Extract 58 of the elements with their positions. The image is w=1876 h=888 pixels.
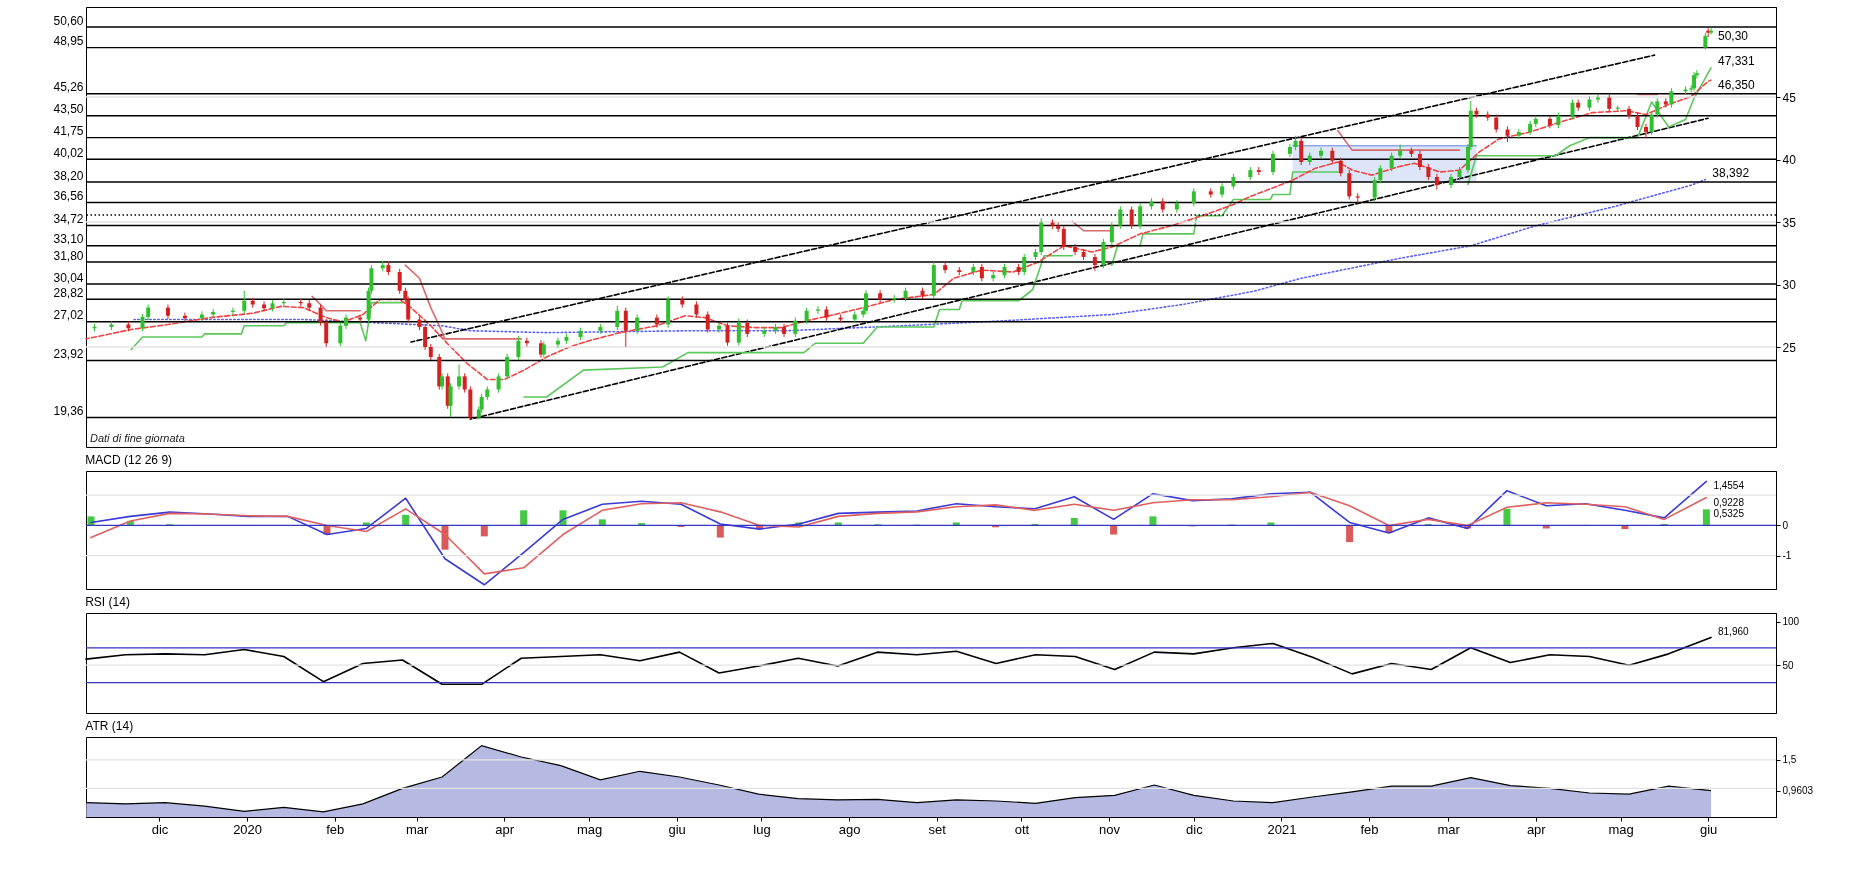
y-tick-label: 100 bbox=[1782, 616, 1800, 628]
x-tick-label: mar bbox=[405, 821, 430, 837]
ref-line-label: 23,92 bbox=[53, 347, 84, 361]
y-tick-label: 1,5 bbox=[1782, 754, 1797, 766]
x-tick-label: apr bbox=[495, 821, 515, 837]
y-tick-label: 40 bbox=[1782, 153, 1797, 167]
x-tick-label: mag bbox=[1608, 821, 1634, 837]
y-tick-label: -1 bbox=[1782, 550, 1792, 562]
x-tick-label: nov bbox=[1099, 821, 1121, 837]
x-tick-label: feb bbox=[326, 821, 345, 837]
x-tick-label: mar bbox=[1437, 821, 1461, 837]
annotation: 1,4554 bbox=[1713, 480, 1745, 492]
ref-line-label: 19,36 bbox=[53, 404, 84, 418]
annotation: 46,350 bbox=[1718, 78, 1756, 93]
y-tick-label: 25 bbox=[1782, 340, 1797, 355]
ref-line-label: 38,20 bbox=[53, 168, 84, 183]
ref-line-label: 48,95 bbox=[53, 34, 84, 49]
ref-line-label: 30,04 bbox=[53, 270, 84, 285]
ref-line-label: 45,26 bbox=[53, 80, 84, 95]
x-tick-label: apr bbox=[1526, 821, 1547, 837]
ref-line-label: 40,02 bbox=[53, 145, 84, 160]
x-tick-label: ago bbox=[838, 821, 861, 837]
x-tick-label: giu bbox=[1699, 821, 1718, 837]
annotation: 0,5325 bbox=[1713, 508, 1745, 520]
x-tick-label: feb bbox=[1360, 821, 1379, 837]
ref-line-label: 41,75 bbox=[53, 124, 84, 139]
ref-line-label: 36,56 bbox=[53, 189, 84, 203]
x-tick-label: dic bbox=[151, 821, 169, 837]
x-tick-label: ott bbox=[1014, 821, 1030, 837]
chart-title: MACD (12 26 9) bbox=[85, 453, 173, 467]
ref-line-label: 43,50 bbox=[53, 102, 84, 117]
x-tick-label: lug bbox=[753, 821, 771, 837]
y-tick-label: 0 bbox=[1782, 519, 1789, 531]
ref-line-label: 28,82 bbox=[53, 285, 84, 300]
ref-line-label: 33,10 bbox=[53, 232, 84, 247]
y-tick-label: 50 bbox=[1782, 659, 1795, 671]
annotation: 50,30 bbox=[1718, 28, 1749, 43]
annotation: 0,9228 bbox=[1713, 496, 1745, 508]
x-tick-label: 2020 bbox=[233, 821, 263, 837]
ref-line-label: 27,02 bbox=[53, 308, 84, 323]
annotation: 47,331 bbox=[1718, 53, 1756, 68]
x-tick-label: 2021 bbox=[1267, 821, 1297, 837]
y-tick-label: 35 bbox=[1782, 215, 1797, 230]
chart-title: ATR (14) bbox=[85, 719, 134, 733]
x-tick-label: giu bbox=[668, 821, 686, 837]
y-tick-label: 45 bbox=[1782, 90, 1797, 105]
ref-line-label: 50,60 bbox=[53, 13, 84, 28]
y-tick-label: 0,9603 bbox=[1782, 785, 1814, 797]
annotation: 38,392 bbox=[1712, 165, 1750, 180]
x-tick-label: set bbox=[928, 821, 947, 837]
ref-line-label: 34,72 bbox=[53, 212, 84, 226]
annotation: Dati di fine giornata bbox=[90, 432, 185, 444]
x-tick-label: mag bbox=[576, 821, 603, 837]
chart-title: RSI (14) bbox=[85, 595, 130, 609]
x-tick-label: dic bbox=[1186, 821, 1204, 837]
ref-line-label: 31,80 bbox=[53, 248, 84, 263]
annotation: 81,960 bbox=[1718, 626, 1750, 638]
y-tick-label: 30 bbox=[1782, 278, 1797, 292]
